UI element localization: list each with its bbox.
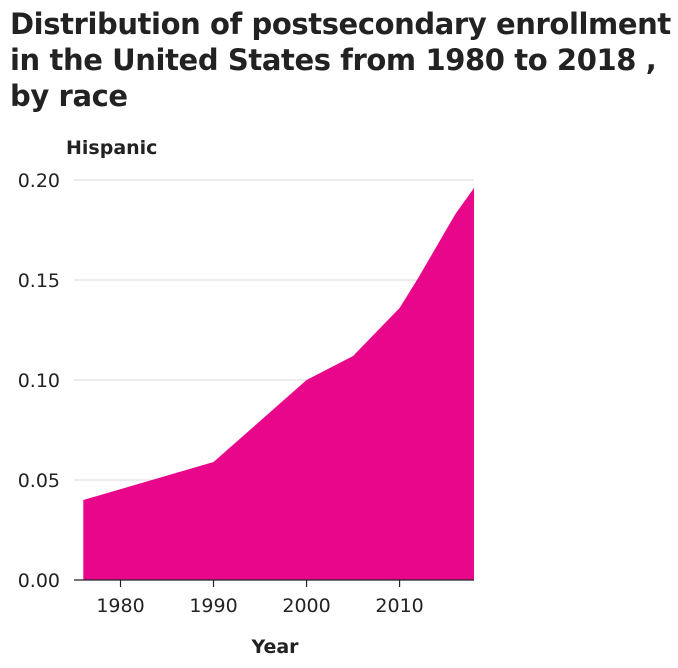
x-axis-title: Year bbox=[250, 636, 299, 658]
x-tick-label: 2010 bbox=[375, 595, 423, 617]
y-tick-label: 0.10 bbox=[18, 370, 60, 392]
x-tick-label: 1990 bbox=[189, 595, 237, 617]
x-tick-label: 2000 bbox=[282, 595, 330, 617]
y-tick-label: 0.05 bbox=[18, 470, 60, 492]
y-tick-label: 0.20 bbox=[18, 170, 60, 192]
y-axis-title: Hispanic bbox=[66, 137, 157, 159]
x-tick-label: 1980 bbox=[96, 595, 144, 617]
hispanic-area bbox=[83, 188, 475, 580]
y-tick-label: 0.00 bbox=[18, 570, 60, 592]
plot-area bbox=[83, 188, 475, 580]
axes: 0.00 0.05 0.10 0.15 0.20 1980 1990 2000 2010 bbox=[18, 170, 474, 617]
chart-title: Distribution of postsecondary enrollment… bbox=[10, 7, 671, 113]
y-tick-label: 0.15 bbox=[18, 270, 60, 292]
